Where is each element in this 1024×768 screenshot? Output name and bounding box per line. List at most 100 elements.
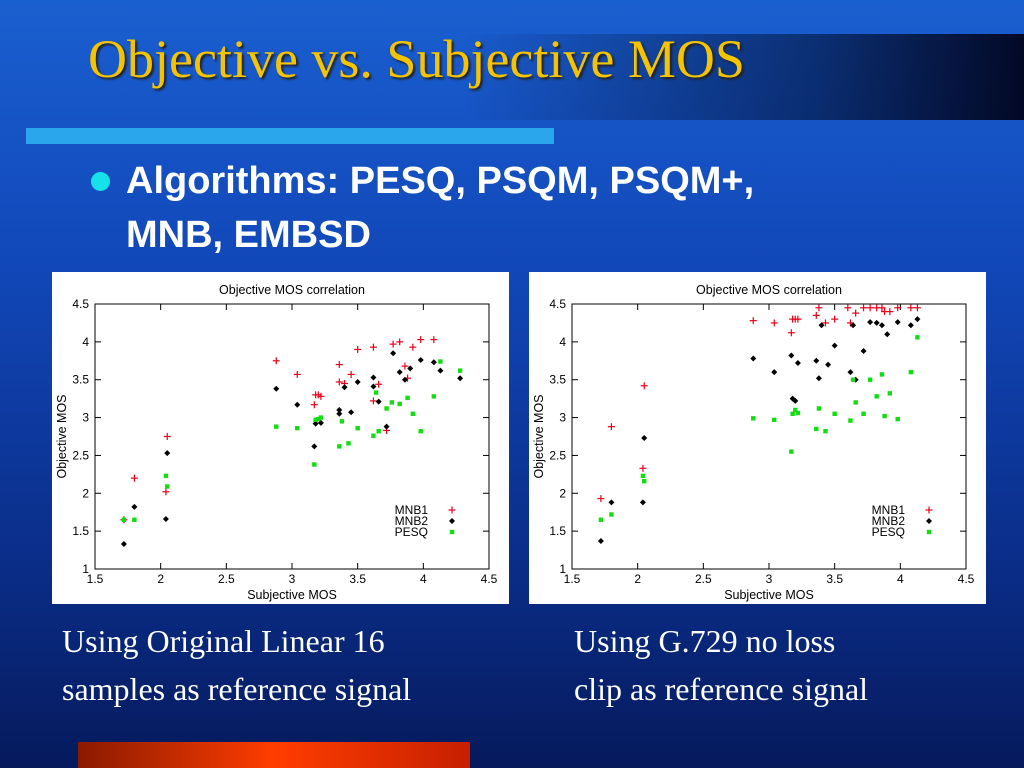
pesq-point xyxy=(405,395,410,401)
mnb1-point xyxy=(878,304,886,312)
mnb2-point xyxy=(120,541,127,548)
mnb2-point xyxy=(813,357,820,364)
mnb1-point xyxy=(852,309,860,317)
mnb1-point xyxy=(430,336,438,344)
mnb2-point xyxy=(914,316,921,323)
y-tick-label: 2.5 xyxy=(549,448,566,462)
mnb2-point xyxy=(354,378,361,385)
y-tick-label: 1.5 xyxy=(72,524,89,538)
mnb2-point xyxy=(794,360,801,367)
mnb1-point xyxy=(317,392,325,400)
x-tick-label: 4 xyxy=(897,572,904,586)
mnb1-point xyxy=(597,495,605,503)
legend-marker-mnb1 xyxy=(448,506,456,514)
y-tick-label: 2.5 xyxy=(72,448,89,462)
mnb2-point xyxy=(341,384,348,391)
mnb1-point xyxy=(907,304,915,312)
y-tick-label: 2 xyxy=(559,486,566,500)
mnb2-point xyxy=(641,435,648,442)
mnb1-point xyxy=(310,401,318,409)
mnb2-point xyxy=(878,322,885,329)
x-tick-label: 4.5 xyxy=(958,572,975,586)
mnb1-point xyxy=(417,336,425,344)
mnb2-point xyxy=(907,322,914,329)
pesq-point xyxy=(882,413,887,419)
pesq-point xyxy=(867,377,873,382)
mnb1-point xyxy=(821,319,829,327)
x-axis-label: Subjective MOS xyxy=(724,588,814,602)
pesq-point xyxy=(132,517,137,522)
pesq-point xyxy=(384,406,389,411)
scatter-chart-left: Objective MOS correlation 1.5 2 2.5 3 3.5 4 4.5… xyxy=(55,283,498,602)
y-tick-label: 4.5 xyxy=(549,297,566,311)
legend-marker-mnb1 xyxy=(925,506,933,514)
chart-title: Objective MOS correlation xyxy=(696,283,842,297)
slide-title: Objective vs. Subjective MOS xyxy=(88,29,745,89)
mnb2-point xyxy=(383,423,390,430)
y-tick-label: 3 xyxy=(82,411,89,425)
pesq-point xyxy=(165,484,170,489)
chart-panel-left: Objective MOS correlation 1.5 2 2.5 3 3.5 4 4.5… xyxy=(52,272,509,604)
bullet-text-line-1: Algorithms: PESQ, PSQM, PSQM+, xyxy=(126,160,755,202)
pesq-point xyxy=(397,401,402,407)
mnb2-point xyxy=(311,443,318,450)
mnb2-point xyxy=(336,407,343,413)
legend-label-mnb2: MNB2 xyxy=(395,514,429,528)
mnb1-point xyxy=(787,329,795,337)
pesq-point xyxy=(316,416,321,422)
mnb1-point xyxy=(354,345,362,353)
pesq-point xyxy=(895,416,900,422)
y-tick-label: 4 xyxy=(82,335,89,349)
mnb2-point xyxy=(294,401,301,408)
mnb1-point xyxy=(913,304,921,312)
pesq-point xyxy=(790,411,795,416)
mnb1-point xyxy=(375,380,383,388)
mnb2-point xyxy=(788,352,795,359)
caption-right: Using G.729 no loss clip as reference si… xyxy=(574,617,868,713)
pesq-point xyxy=(915,335,920,340)
title-band xyxy=(0,34,1024,120)
x-tick-label: 3.5 xyxy=(826,572,843,586)
bottom-accent-bar xyxy=(78,742,470,768)
mnb1-point xyxy=(335,361,343,369)
caption-right-line-1: Using G.729 no loss xyxy=(574,623,836,659)
x-tick-label: 2.5 xyxy=(695,572,712,586)
x-tick-label: 2 xyxy=(634,572,641,586)
pesq-point xyxy=(438,359,443,364)
mnb2-point xyxy=(390,350,397,357)
pesq-point xyxy=(318,415,324,420)
pesq-point xyxy=(609,512,614,517)
chart-panel-right: Objective MOS correlation 1.5 2 2.5 3 3.5 4 4.5… xyxy=(529,272,986,604)
pesq-point xyxy=(814,426,819,432)
pesq-point xyxy=(337,444,342,449)
mnb1-point xyxy=(815,304,823,312)
mnb2-point xyxy=(348,409,355,416)
mnb1-point xyxy=(894,304,902,312)
x-tick-label: 4 xyxy=(420,572,427,586)
y-tick-label: 1.5 xyxy=(549,524,566,538)
mnb2-point xyxy=(375,398,382,405)
pesq-point xyxy=(640,473,646,479)
mnb1-point xyxy=(369,343,377,351)
x-tick-label: 3.5 xyxy=(349,572,366,586)
pesq-point xyxy=(431,394,437,399)
mnb2-point xyxy=(847,369,854,376)
mnb2-point xyxy=(831,342,838,349)
mnb1-point xyxy=(130,474,138,482)
pesq-point xyxy=(887,391,893,396)
mnb2-point xyxy=(457,375,464,382)
mnb2-point xyxy=(430,359,437,366)
mnb2-point xyxy=(860,347,867,354)
mnb2-point xyxy=(407,365,414,372)
scatter-chart-right: Objective MOS correlation 1.5 2 2.5 3 3.5 4 4.5… xyxy=(532,283,975,602)
mnb2-point xyxy=(850,322,857,329)
mnb2-point xyxy=(825,361,832,368)
pesq-point xyxy=(816,406,822,411)
x-tick-label: 3 xyxy=(289,572,296,586)
mnb2-point xyxy=(164,450,171,457)
mnb2-point xyxy=(639,499,646,506)
bullet-dot-icon xyxy=(91,172,110,191)
mnb1-point xyxy=(770,319,778,327)
pesq-point xyxy=(879,372,885,377)
y-tick-label: 4 xyxy=(559,335,566,349)
